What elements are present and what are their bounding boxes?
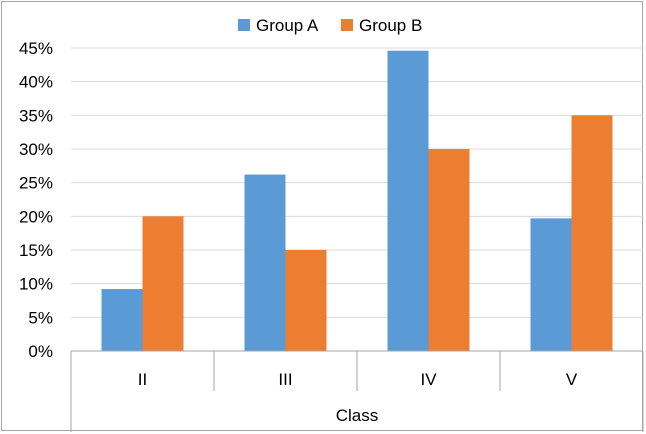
- x-axis: II III IV V: [70, 350, 644, 432]
- bars: [101, 50, 613, 352]
- legend-swatch: [238, 19, 250, 31]
- y-tick-label: 25%: [19, 174, 53, 193]
- bar-group-a-ii: [101, 289, 143, 351]
- legend-swatch: [341, 19, 353, 31]
- bar-group-a-iv: [387, 50, 429, 352]
- y-tick-label: 45%: [19, 39, 53, 58]
- x-category-label: III: [278, 370, 292, 389]
- x-category-label: IV: [420, 370, 437, 389]
- x-category-label: II: [138, 370, 147, 389]
- legend-label: Group B: [359, 16, 422, 35]
- bar-group-a-v: [530, 218, 572, 351]
- y-axis-tick-labels: 0% 5% 10% 15% 20% 25% 30% 35% 40% 45%: [19, 39, 53, 361]
- y-tick-label: 40%: [19, 73, 53, 92]
- bar-group-b-v: [571, 115, 613, 351]
- bar-group-a-iii: [244, 174, 286, 351]
- bar-group-b-ii: [142, 216, 184, 351]
- y-tick-label: 30%: [19, 140, 53, 159]
- y-tick-label: 20%: [19, 207, 53, 226]
- y-tick-label: 35%: [19, 106, 53, 125]
- y-tick-label: 10%: [19, 275, 53, 294]
- y-tick-label: 5%: [28, 308, 53, 327]
- legend-label: Group A: [256, 16, 319, 35]
- y-tick-label: 15%: [19, 241, 53, 260]
- x-category-label: V: [566, 370, 578, 389]
- y-tick-label: 0%: [28, 342, 53, 361]
- x-axis-title: Class: [336, 406, 379, 425]
- legend: Group A Group B: [238, 16, 422, 35]
- bar-group-b-iii: [285, 250, 327, 351]
- bar-group-b-iv: [428, 149, 470, 351]
